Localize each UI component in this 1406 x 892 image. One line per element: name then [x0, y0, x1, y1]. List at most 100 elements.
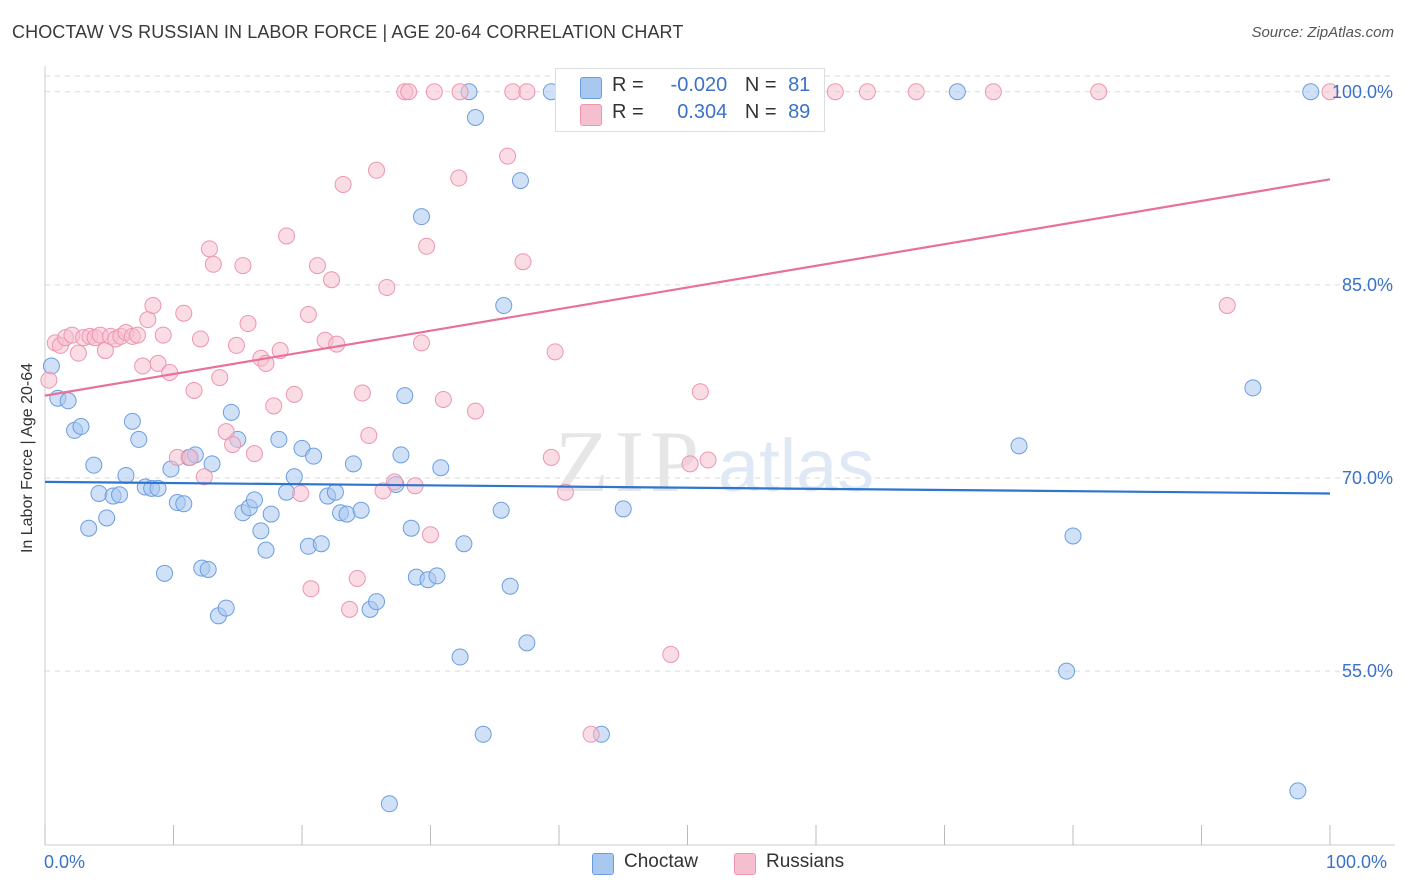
r-label: R =: [612, 101, 644, 123]
russians-point: [353, 384, 371, 402]
choctaw-point: [451, 648, 469, 666]
choctaw-point: [368, 593, 386, 611]
y-tick-labels: 55.0% 70.0% 85.0% 100.0%: [1332, 82, 1393, 681]
stats-legend: R = -0.020 N = 81 R = 0.304 N = 89: [555, 68, 825, 132]
choctaw-point: [338, 505, 356, 523]
russians-point: [144, 296, 162, 314]
russians-point: [1321, 83, 1339, 101]
choctaw-point: [90, 484, 108, 502]
russians-point: [681, 455, 699, 473]
choctaw-point: [501, 577, 519, 595]
russians-point: [227, 336, 245, 354]
russians-point: [368, 161, 386, 179]
choctaw-point: [117, 466, 135, 484]
choctaw-point: [156, 564, 174, 582]
russians-point: [699, 451, 717, 469]
choctaw-point: [149, 479, 167, 497]
russians-point: [386, 473, 404, 491]
choctaw-point: [203, 455, 221, 473]
choctaw-point: [1289, 782, 1307, 800]
russians-point: [328, 335, 346, 353]
choctaw-swatch: [580, 77, 602, 99]
choctaw-point: [432, 459, 450, 477]
russians-point: [450, 169, 468, 187]
series-russians: [40, 83, 1339, 743]
choctaw-r-value: -0.020: [670, 74, 728, 96]
russians-swatch: [580, 104, 602, 126]
russians-point: [514, 253, 532, 271]
choctaw-point: [262, 505, 280, 523]
y-tick-label: 55.0%: [1342, 661, 1393, 681]
russians-point: [234, 257, 252, 275]
russians-point: [499, 147, 517, 165]
choctaw-point: [217, 599, 235, 617]
russians-point: [278, 227, 296, 245]
russians-point: [1090, 83, 1108, 101]
russians-point: [662, 645, 680, 663]
choctaw-point: [80, 519, 98, 537]
russians-point: [425, 83, 443, 101]
russians-point: [826, 83, 844, 101]
russians-point: [1218, 296, 1236, 314]
russians-point: [211, 369, 229, 387]
choctaw-point: [98, 509, 116, 527]
choctaw-point: [305, 447, 323, 465]
russians-point: [546, 343, 564, 361]
russians-point: [348, 569, 366, 587]
russians-point: [299, 306, 317, 324]
russians-point: [582, 725, 600, 743]
choctaw-point: [1010, 437, 1028, 455]
choctaw-point: [72, 418, 90, 436]
russians-point: [191, 330, 209, 348]
russians-point: [195, 468, 213, 486]
russians-legend-swatch: [734, 853, 756, 875]
watermark-zip: ZIP: [555, 414, 705, 511]
choctaw-point: [326, 483, 344, 501]
y-tick-label: 100.0%: [1332, 82, 1393, 102]
russians-point: [69, 344, 87, 362]
russians-point: [518, 83, 536, 101]
russians-point: [504, 83, 522, 101]
trend-lines: [44, 178, 1331, 495]
series-choctaw: [42, 83, 1320, 813]
choctaw-point: [466, 109, 484, 127]
russians-point: [204, 255, 222, 273]
x-tick-label-max: 100.0%: [1326, 852, 1388, 872]
russians-point: [134, 357, 152, 375]
russians-legend-label: Russians: [766, 851, 845, 872]
russians-point: [265, 397, 283, 415]
axes: [44, 66, 1395, 846]
chart-title: CHOCTAW VS RUSSIAN IN LABOR FORCE | AGE …: [12, 22, 684, 42]
choctaw-point: [199, 560, 217, 578]
choctaw-point: [380, 795, 398, 813]
russians-point: [161, 363, 179, 381]
choctaw-legend-label: Choctaw: [624, 851, 698, 872]
russians-point: [334, 175, 352, 193]
choctaw-point: [518, 634, 536, 652]
choctaw-point: [413, 208, 431, 226]
russians-point: [245, 445, 263, 463]
russians-point: [323, 271, 341, 289]
russians-point: [418, 237, 436, 255]
trend-line-choctaw: [44, 480, 1331, 495]
russians-point: [40, 371, 58, 389]
russians-point: [691, 383, 709, 401]
choctaw-point: [312, 535, 330, 553]
choctaw-point: [1064, 527, 1082, 545]
russians-point: [224, 436, 242, 454]
russians-point: [858, 83, 876, 101]
choctaw-point: [257, 541, 275, 559]
y-tick-label: 70.0%: [1342, 468, 1393, 488]
choctaw-point: [130, 430, 148, 448]
russians-point: [400, 83, 418, 101]
russians-r-value: 0.304: [677, 101, 728, 123]
choctaw-point: [455, 535, 473, 553]
russians-point: [542, 448, 560, 466]
russians-point: [239, 315, 257, 333]
choctaw-point: [1058, 662, 1076, 680]
russians-point: [378, 278, 396, 296]
choctaw-point: [222, 403, 240, 421]
choctaw-point: [59, 392, 77, 410]
n-label: N =: [744, 74, 777, 96]
